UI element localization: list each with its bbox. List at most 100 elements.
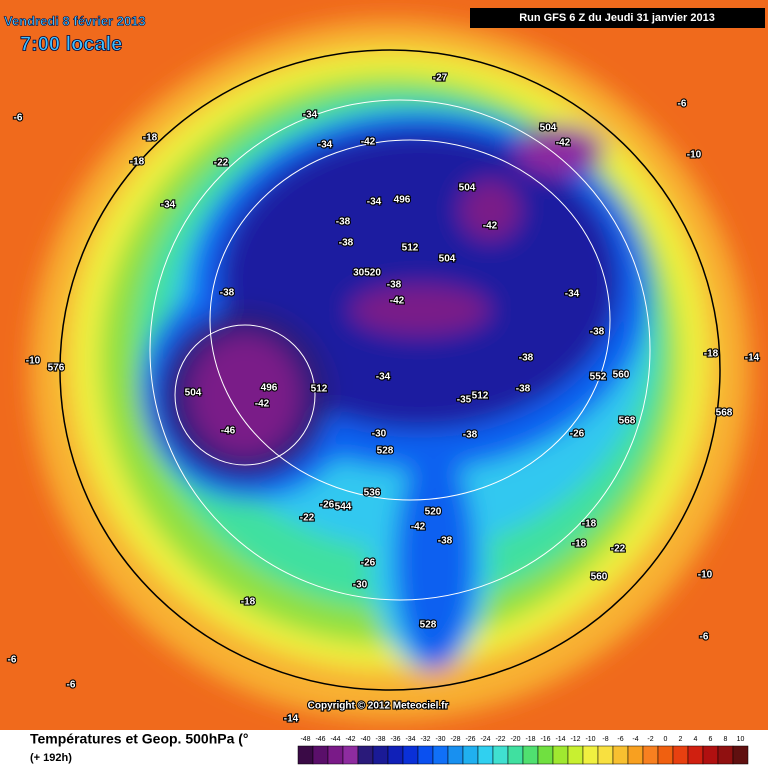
colorbar-cell [597,745,614,765]
contour-label: -42 [390,296,405,307]
colorbar-tick: -2 [647,736,653,743]
contour-label: 528 [377,446,394,457]
colorbar-tick: -14 [555,736,565,743]
contour-label: -42 [556,138,571,149]
contour-label: 504 [459,183,476,194]
colorbar-tick: -10 [585,736,595,743]
colorbar-cell [327,745,344,765]
contour-label: -34 [376,372,391,383]
colorbar-cell [732,745,749,765]
colorbar-cell [687,745,704,765]
colorbar-tick: -28 [450,736,460,743]
colorbar-cell [387,745,404,765]
colorbar-cell [432,745,449,765]
colorbar-cell [522,745,539,765]
colorbar-cell [297,745,314,765]
contour-label: -42 [361,137,376,148]
colorbar-cell [342,745,359,765]
contour-label: 504 [185,388,202,399]
contour-label: -26 [570,429,585,440]
contour-label: 536 [364,488,381,499]
colorbar-cell [567,745,584,765]
colorbar-tick: -38 [375,736,385,743]
contour-label: -22 [300,513,315,524]
contour-label: -34 [318,140,333,151]
colorbar-tick: -12 [570,736,580,743]
colorbar-cell [492,745,509,765]
contour-label: 544 [335,502,352,513]
contour-label: -38 [519,353,534,364]
colorbar-cell [507,745,524,765]
contour-label: 520 [425,507,442,518]
contour-label: -38 [339,238,354,249]
contour-label: -18 [130,157,145,168]
contour-label: -27 [433,73,448,84]
colorbar-tick: -42 [345,736,355,743]
colorbar-tick: -22 [495,736,505,743]
contour-label: -22 [214,158,229,169]
contour-label: 30520 [353,268,381,279]
colorbar-cell [402,745,419,765]
colorbar-tick: 6 [709,736,713,743]
colorbar-cell [717,745,734,765]
contour-label: -10 [698,570,713,581]
map-labels: -34 -34 -42 504 -42 -27 -6 -6 -18 -18 -22 -34 -34 496… [6,72,760,726]
colorbar-cell [447,745,464,765]
contour-label: 576 [48,363,65,374]
contour-label: -42 [483,221,498,232]
colorbar-tick: 8 [724,736,728,743]
contour-label: 504 [540,123,557,134]
colorbar-tick: -34 [405,736,415,743]
colorbar-cell [552,745,569,765]
time: 7:00 locale [20,33,122,55]
contour-label: -18 [572,539,587,550]
contour-label: -38 [387,280,402,291]
colorbar-tick: 10 [737,736,745,743]
contour-label: -18 [582,519,597,530]
colorbar-tick: -30 [435,736,445,743]
contour-label: -6 [67,680,76,691]
colorbar-tick: -26 [465,736,475,743]
contour-label: -6 [700,632,709,643]
contour-label: -42 [411,522,426,533]
contour-label: 560 [613,370,630,381]
contour-label: 512 [311,384,328,395]
contour-label: -26 [320,500,335,511]
colorbar-cell [582,745,599,765]
run: Run GFS 6 Z du Jeudi 31 janvier 2013 [519,12,715,24]
contour-label: -6 [8,655,17,666]
contour-label: -22 [611,544,626,555]
contour-label: -38 [220,288,235,299]
contour-label: -35 [457,395,472,406]
contour-label: -38 [336,217,351,228]
colorbar-tick: 4 [694,736,698,743]
contour-label: -14 [745,353,760,364]
colorbar: -48 -46 -44 -42 -40 -38 -36 -34 -32 -30 -28 -26 -24-… [297,736,749,765]
colorbar-cell [312,745,329,765]
colorbar-cell [642,745,659,765]
contour-label: 496 [261,383,278,394]
contour-label: -18 [704,349,719,360]
contour-label: -34 [161,200,176,211]
colorbar-cell [672,745,689,765]
contour-label: -34 [367,197,382,208]
colorbar-cell [372,745,389,765]
contour-label: -6 [678,99,687,110]
date: Vendredi 8 février 2013 [4,13,146,28]
contour-label: -34 [565,289,580,300]
contour-label: 528 [420,620,437,631]
colorbar-cell [702,745,719,765]
copyright: Copyright © 2012 Meteociel.fr [308,701,449,712]
colorbar-tick: -8 [602,736,608,743]
colorbar-tick: -24 [480,736,490,743]
contour-label: -30 [372,429,387,440]
contour-label: 504 [439,254,456,265]
contour-label: 568 [619,416,636,427]
contour-label: -38 [463,430,478,441]
contour-label: -38 [516,384,531,395]
colorbar-tick: -18 [525,736,535,743]
contour-label: 512 [472,391,489,402]
footer-title: Températures et Geop. 500hPa (° [30,731,249,747]
colorbar-tick: -48 [300,736,310,743]
